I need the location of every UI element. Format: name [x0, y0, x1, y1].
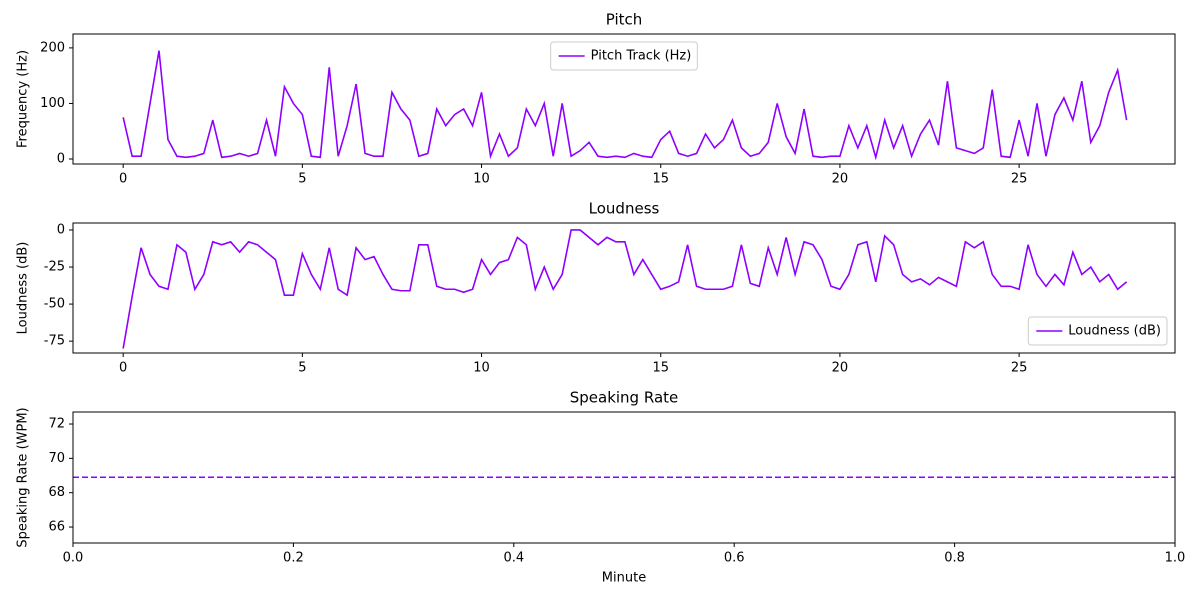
legend-label: Pitch Track (Hz) — [591, 49, 692, 64]
y-tick-label: -50 — [44, 297, 65, 312]
x-tick-label: 5 — [298, 172, 306, 187]
x-tick-label: 20 — [832, 361, 849, 376]
x-tick-label: 10 — [473, 172, 490, 187]
y-tick-label: -25 — [44, 260, 65, 275]
subplot-title: Speaking Rate — [570, 389, 679, 407]
data-line — [122, 229, 1128, 349]
y-tick-label: 68 — [48, 485, 65, 500]
x-tick-label: 0 — [119, 172, 127, 187]
legend-box — [550, 41, 698, 71]
axes-frame — [72, 222, 1176, 354]
y-axis-label: Speaking Rate (WPM) — [16, 407, 31, 547]
x-tick-label: 10 — [473, 361, 490, 376]
x-tick-label: 0.2 — [283, 551, 304, 566]
y-tick-label: 70 — [48, 451, 65, 466]
y-axis-label: Loudness (dB) — [16, 242, 31, 335]
subplot: 0 5 10 15 20 25 0 100 200 Pitch Frequency (Hz) Pitc… — [16, 11, 1176, 187]
legend: Pitch Track (Hz) — [550, 41, 698, 71]
axes-frame — [72, 33, 1176, 165]
x-tick-label: 0.6 — [724, 551, 745, 566]
y-tick-label: 200 — [40, 40, 65, 55]
x-tick-label: 25 — [1011, 172, 1028, 187]
x-tick-label: 20 — [832, 172, 849, 187]
x-tick-label: 25 — [1011, 361, 1028, 376]
subplot-title: Pitch — [606, 11, 643, 29]
y-axis-label: Frequency (Hz) — [16, 50, 31, 148]
x-tick-label: 1.0 — [1165, 551, 1186, 566]
y-tick-label: -75 — [44, 334, 65, 349]
data-line — [122, 50, 1128, 161]
y-tick-label: 0 — [57, 152, 65, 167]
subplot-title: Loudness — [589, 200, 660, 218]
y-tick-label: 66 — [48, 520, 65, 535]
x-axis-label: Minute — [602, 571, 646, 586]
x-tick-label: 5 — [298, 361, 306, 376]
y-tick-label: 0 — [57, 222, 65, 237]
subplot: 0.0 0.2 0.4 0.6 0.8 1.0 66 68 70 72 Speaking Rate S… — [16, 389, 1186, 586]
x-tick-label: 0.8 — [944, 551, 965, 566]
subplot: 0 5 10 15 20 25 -75 -50 -25 0 Loudness Loudness (dB… — [16, 200, 1176, 376]
legend-box — [1027, 316, 1168, 346]
x-tick-label: 0.0 — [63, 551, 84, 566]
x-tick-label: 15 — [652, 172, 669, 187]
legend-label: Loudness (dB) — [1068, 324, 1161, 339]
legend: Loudness (dB) — [1027, 316, 1168, 346]
y-tick-label: 100 — [40, 96, 65, 111]
x-tick-label: 15 — [652, 361, 669, 376]
x-tick-label: 0 — [119, 361, 127, 376]
axes-frame — [72, 411, 1176, 544]
x-tick-label: 0.4 — [503, 551, 524, 566]
y-tick-label: 72 — [48, 417, 65, 432]
